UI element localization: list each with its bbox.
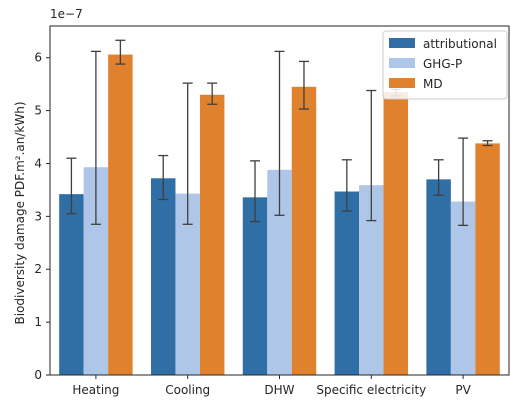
legend: attributional GHG-P MD (382, 30, 508, 100)
bar-attributional-DHW (242, 197, 268, 375)
error-bar-attributional-Specific electricity (341, 159, 352, 212)
bar-attributional-PV (426, 179, 451, 375)
bar-MD-Cooling (199, 94, 225, 376)
error-bar-attributional-PV (433, 159, 444, 196)
error-bar-MD-Heating (115, 39, 126, 65)
legend-label-MD: MD (423, 77, 443, 91)
x-tick-label-Heating: Heating (72, 383, 119, 397)
bars (59, 54, 500, 376)
y-axis-label: Biodiversity damage PDF.m².an/kWh) (13, 102, 27, 325)
error-bar-attributional-Cooling (158, 154, 169, 201)
error-bar-GHG-P-DHW (274, 50, 285, 216)
legend-swatch-MD (389, 78, 415, 88)
bar-MD-Heating (108, 54, 133, 376)
error-bar-GHG-P-Cooling (182, 82, 193, 225)
y-tick-label-5: 5 (34, 104, 42, 118)
bar-MD-DHW (291, 86, 317, 375)
y-tick-label-4: 4 (34, 156, 42, 170)
legend-label-GHG-P: GHG-P (423, 57, 462, 71)
bar-attributional-Cooling (150, 178, 176, 375)
x-tick-label-PV: PV (455, 383, 471, 397)
x-tick-label-Specific electricity: Specific electricity (316, 383, 426, 397)
bar-attributional-Heating (59, 194, 84, 375)
legend-swatch-attributional (389, 38, 415, 48)
y-tick-label-2: 2 (34, 262, 42, 276)
legend-label-attributional: attributional (423, 37, 497, 51)
error-bar-MD-DHW (298, 60, 309, 110)
x-tick-label-DHW: DHW (264, 383, 294, 397)
error-bar-GHG-P-Specific electricity (366, 89, 377, 222)
error-bar-MD-PV (482, 140, 493, 147)
axes: Heating Cooling DHW Specific electricity PV 0… (34, 25, 510, 397)
bar-MD-PV (475, 143, 500, 375)
error-bar-attributional-Heating (66, 157, 77, 215)
y-tick-label-6: 6 (34, 51, 42, 65)
y-offset-text: 1e−7 (50, 7, 83, 21)
error-bar-attributional-DHW (250, 160, 261, 223)
x-tick-label-Cooling: Cooling (165, 383, 210, 397)
axes-frame (49, 25, 510, 376)
bar-MD-Specific electricity (383, 92, 409, 375)
y-tick-label-1: 1 (34, 315, 42, 329)
error-bar-GHG-P-Heating (90, 50, 101, 225)
bar-GHG-P-PV (450, 201, 476, 375)
error-bar-MD-Cooling (207, 82, 218, 105)
error-bar-GHG-P-PV (458, 137, 469, 227)
y-tick-label-3: 3 (34, 209, 42, 223)
legend-swatch-GHG-P (389, 58, 415, 68)
y-tick-label-0: 0 (34, 368, 42, 382)
bar-attributional-Specific electricity (334, 191, 360, 375)
